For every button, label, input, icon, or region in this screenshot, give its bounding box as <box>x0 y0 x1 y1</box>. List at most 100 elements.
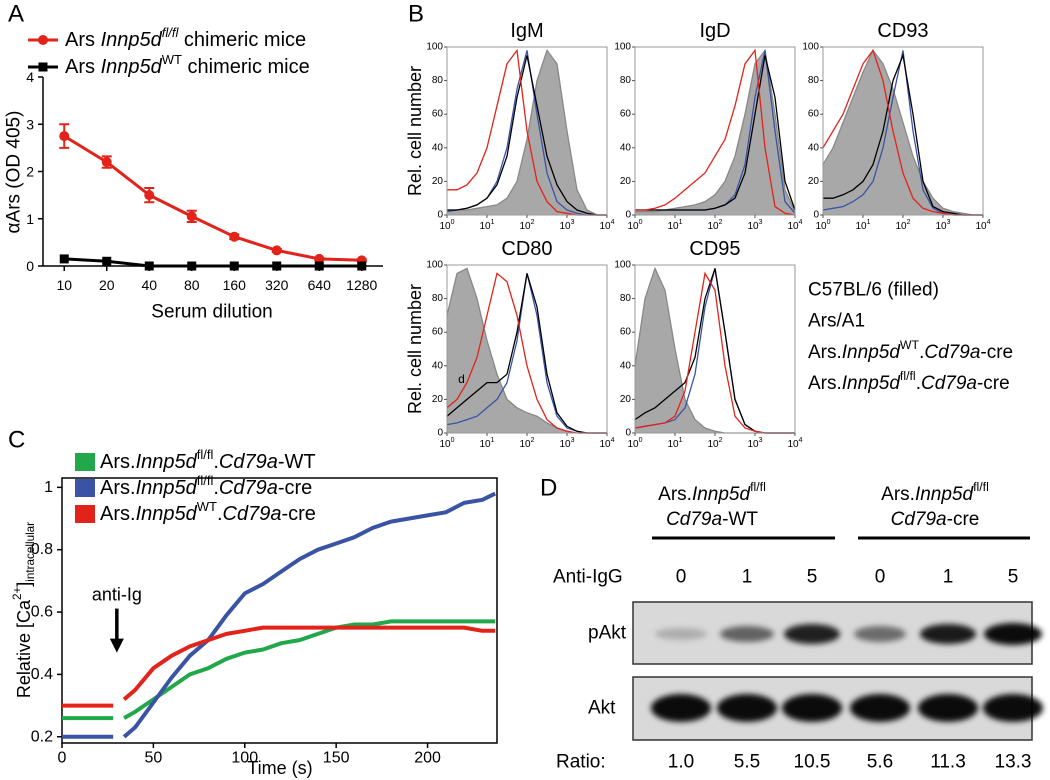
legend-label-part: WT <box>162 52 182 67</box>
series-line <box>62 491 497 739</box>
x-tick-label: 102 <box>707 219 722 232</box>
ratio-label: Ratio: <box>556 752 606 773</box>
x-tick-label-power: 1 <box>491 437 495 444</box>
x-tick-label-base: 10 <box>599 439 611 450</box>
histogram-line <box>822 49 983 216</box>
x-tick-label-base: 10 <box>667 221 679 232</box>
legend-label-part: Ars. <box>100 451 136 473</box>
legend-label-part: -cre <box>977 373 1010 394</box>
y-axis-label: Relative [Ca2+]intracellular <box>11 522 37 698</box>
y-axis-label-part: intracellular <box>24 522 37 582</box>
y-tick-label: 40 <box>432 360 444 371</box>
legend-label-part: -cre <box>281 503 315 525</box>
legend-label-part: fl/fl <box>162 25 180 40</box>
x-tick-label: 160 <box>223 277 247 293</box>
series-line <box>62 625 496 708</box>
ratio-value: 1.0 <box>668 752 694 773</box>
x-tick-label: 101 <box>479 219 494 232</box>
x-tick-label: 104 <box>599 437 614 450</box>
x-tick-label-base: 10 <box>479 439 491 450</box>
y-tick-label: 80 <box>620 75 632 86</box>
band <box>920 624 976 644</box>
annotation-arrowhead <box>109 638 124 653</box>
x-tick-label-power: 4 <box>799 219 803 226</box>
x-tick-label: 103 <box>559 219 574 232</box>
dose-label: 0 <box>676 567 687 588</box>
annotation: anti-Ig <box>92 585 142 605</box>
panel-title: IgD <box>699 20 730 42</box>
marker <box>186 211 197 222</box>
band <box>854 626 906 642</box>
band <box>717 694 777 722</box>
band <box>983 694 1043 722</box>
band <box>720 626 774 642</box>
x-tick-label: 101 <box>855 219 870 232</box>
marker <box>59 131 70 142</box>
x-tick-label-power: 0 <box>639 219 643 226</box>
dose-label: 1 <box>742 567 753 588</box>
x-tick-label: 101 <box>667 219 682 232</box>
x-tick-label: 100 <box>815 219 830 232</box>
legend-label-part: Cd79a <box>219 451 278 473</box>
y-tick-label: 20 <box>620 394 632 405</box>
x-tick-label-power: 2 <box>719 219 723 226</box>
group-label: Cd79a-WT <box>666 509 758 530</box>
y-tick-label: 0 <box>437 428 443 439</box>
y-tick-label: 0.4 <box>31 666 53 683</box>
ratio-value: 10.5 <box>794 752 831 773</box>
x-tick-label-base: 10 <box>627 221 639 232</box>
x-tick-label: 100 <box>627 219 642 232</box>
row-label: pAkt <box>588 623 627 644</box>
ratio-value: 13.3 <box>995 752 1032 773</box>
band <box>918 694 978 722</box>
x-tick-label: 100 <box>439 437 454 450</box>
legend-label: Ars.Innp5dWT.Cd79a-cre <box>808 338 1013 363</box>
legend-label-part: -cre <box>278 477 312 499</box>
histogram-line <box>635 48 796 216</box>
y-tick-label: 0 <box>813 210 819 221</box>
x-tick-label: 50 <box>144 750 162 767</box>
x-tick-label-power: 1 <box>679 437 683 444</box>
x-tick-label-base: 10 <box>599 221 611 232</box>
x-tick-label-base: 10 <box>667 439 679 450</box>
y-tick-label: 60 <box>620 327 632 338</box>
group-label-part: Innp5d <box>915 484 975 505</box>
legend-label: Ars Innp5dfl/fl chimeric mice <box>65 25 306 51</box>
histogram-fill <box>447 268 607 433</box>
group-label: Ars.Innp5dfl/fl <box>658 480 766 505</box>
x-tick-label-base: 10 <box>559 221 571 232</box>
legend-swatch <box>75 505 95 523</box>
y-tick-label: 0.6 <box>31 604 53 621</box>
dose-label: 5 <box>1008 567 1019 588</box>
legend-label-part: fl/fl <box>900 369 916 383</box>
y-tick-label: 80 <box>432 293 444 304</box>
x-tick-label: 101 <box>667 437 682 450</box>
bands <box>655 623 1042 645</box>
x-tick-label: 100 <box>231 750 258 767</box>
legend-label-part: . <box>217 503 223 525</box>
y-tick-label: 20 <box>432 176 444 187</box>
marker <box>314 261 324 271</box>
histogram-fill <box>823 50 983 216</box>
y-tick-label: 20 <box>432 394 444 405</box>
legend-swatch <box>75 453 95 471</box>
marker <box>271 245 282 256</box>
band <box>655 628 707 640</box>
histogram-fill <box>635 268 795 433</box>
y-tick-label: 0 <box>26 258 34 274</box>
panel-letter: A <box>8 1 24 28</box>
histogram-line <box>446 273 607 434</box>
x-tick-label-power: 2 <box>719 437 723 444</box>
group-label-part: Ars. <box>658 484 692 505</box>
legend-label-part: Ars. <box>808 373 842 394</box>
legend-label: Ars.Innp5dfl/fl.Cd79a-cre <box>100 473 312 499</box>
y-axis-label-part: Relative [Ca <box>14 599 34 698</box>
x-tick-label: 20 <box>99 277 115 293</box>
group-label: Ars.Innp5dfl/fl <box>881 480 989 505</box>
marker <box>272 261 282 271</box>
legend-label-part: Ars. <box>808 342 842 363</box>
y-tick-label: 0 <box>625 428 631 439</box>
histogram-line <box>447 49 607 216</box>
